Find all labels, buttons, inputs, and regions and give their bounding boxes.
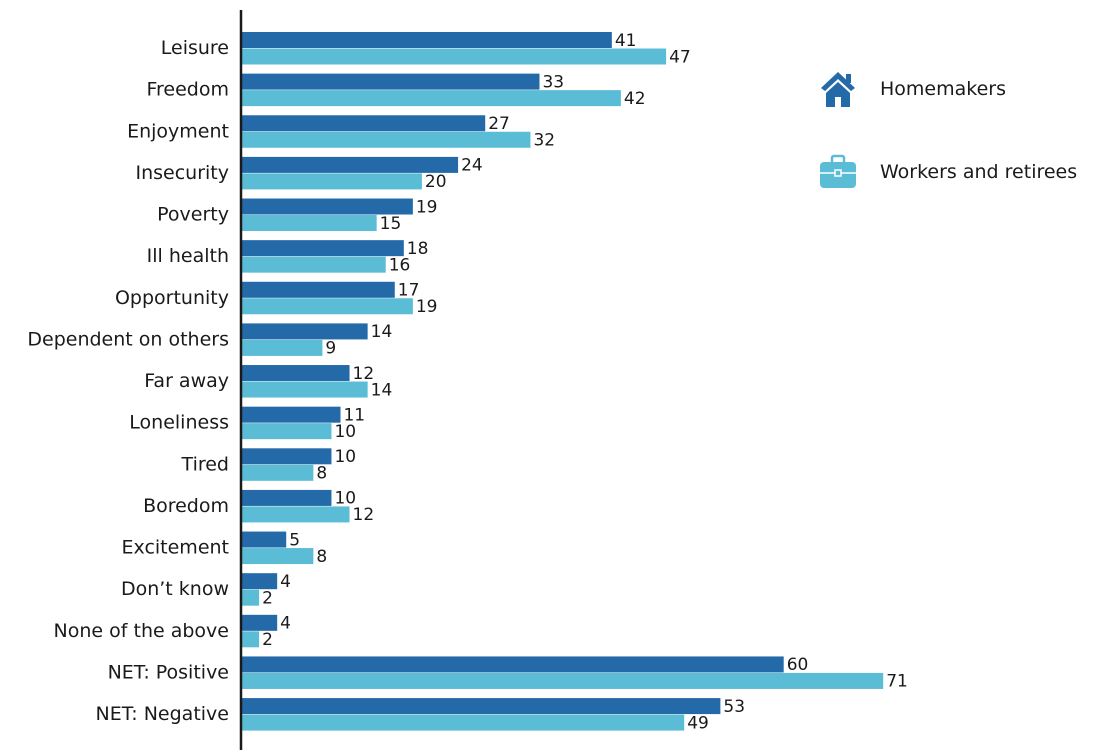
bar-workers-retirees <box>241 215 377 232</box>
category-label: Ill health <box>147 245 229 267</box>
category-label: NET: Negative <box>96 703 229 725</box>
value-label-workers-retirees: 12 <box>353 505 375 525</box>
value-label-workers-retirees: 2 <box>262 630 273 650</box>
bar-workers-retirees <box>241 381 368 398</box>
value-labels: 4147334227322420191518161719149121411101… <box>262 31 908 734</box>
value-label-homemakers: 60 <box>787 655 809 675</box>
bar-homemakers <box>241 73 540 90</box>
category-label: Poverty <box>157 204 229 226</box>
category-label: NET: Positive <box>108 661 229 683</box>
bar-homemakers <box>241 614 278 631</box>
bar-workers-retirees <box>241 548 314 565</box>
value-label-homemakers: 18 <box>407 239 429 259</box>
value-label-workers-retirees: 9 <box>325 339 336 359</box>
value-label-workers-retirees: 2 <box>262 588 273 608</box>
category-label: Don’t know <box>121 578 229 600</box>
category-label: Loneliness <box>129 412 229 434</box>
bar-workers-retirees <box>241 714 685 731</box>
bar-homemakers <box>241 573 278 590</box>
category-label: Far away <box>144 370 229 392</box>
bar-homemakers <box>241 115 486 132</box>
value-label-workers-retirees: 32 <box>533 131 555 151</box>
legend-label-workers-retirees: Workers and retirees <box>880 161 1078 183</box>
bar-workers-retirees <box>241 339 323 356</box>
bar-workers-retirees <box>241 131 531 148</box>
value-label-homemakers: 33 <box>542 72 564 92</box>
bar-homemakers <box>241 656 784 673</box>
value-label-workers-retirees: 20 <box>425 172 447 192</box>
bar-workers-retirees <box>241 672 884 689</box>
bar-homemakers <box>241 32 612 48</box>
bar-workers-retirees <box>241 48 667 65</box>
bar-homemakers <box>241 240 404 257</box>
briefcase-icon <box>818 152 858 192</box>
category-labels: Leisure Freedom Enjoyment Insecurity Poverty… <box>27 37 229 725</box>
bar-homemakers <box>241 489 332 506</box>
bar-workers-retirees <box>241 506 350 523</box>
bar-workers-retirees <box>241 173 422 190</box>
legend-item-homemakers: Homemakers <box>818 69 1103 109</box>
value-label-workers-retirees: 8 <box>316 547 327 567</box>
category-label: Boredom <box>143 495 229 517</box>
value-label-homemakers: 19 <box>416 197 438 217</box>
bar-workers-retirees <box>241 298 413 315</box>
value-label-homemakers: 5 <box>289 530 300 550</box>
legend-label-homemakers: Homemakers <box>880 78 1006 100</box>
value-label-homemakers: 10 <box>334 489 356 509</box>
bar-homemakers <box>241 323 368 340</box>
bar-homemakers <box>241 406 341 423</box>
category-label: Enjoyment <box>127 120 229 142</box>
value-label-homemakers: 17 <box>398 281 420 301</box>
bar-workers-retirees <box>241 589 260 606</box>
value-label-homemakers: 14 <box>371 322 393 342</box>
bar-workers-retirees <box>241 464 314 481</box>
value-label-workers-retirees: 49 <box>687 713 709 733</box>
bar-homemakers <box>241 198 413 215</box>
value-label-homemakers: 4 <box>280 572 291 592</box>
value-label-homemakers: 11 <box>343 405 365 425</box>
value-label-workers-retirees: 47 <box>669 47 691 67</box>
bars-layer <box>241 32 884 731</box>
category-label: Insecurity <box>135 162 229 184</box>
category-label: Dependent on others <box>27 328 229 350</box>
bar-homemakers <box>241 281 395 298</box>
category-label: None of the above <box>54 620 229 642</box>
bar-homemakers <box>241 698 721 715</box>
bar-homemakers <box>241 448 332 465</box>
value-label-workers-retirees: 19 <box>416 297 438 317</box>
value-label-homemakers: 4 <box>280 614 291 634</box>
value-label-homemakers: 12 <box>353 364 375 384</box>
category-label: Tired <box>181 453 229 475</box>
value-label-homemakers: 24 <box>461 156 483 176</box>
bar-workers-retirees <box>241 256 386 273</box>
category-label: Opportunity <box>115 287 229 309</box>
category-label: Leisure <box>161 37 229 59</box>
value-label-workers-retirees: 71 <box>886 672 908 692</box>
value-label-homemakers: 27 <box>488 114 510 134</box>
value-label-workers-retirees: 10 <box>334 422 356 442</box>
bar-homemakers <box>241 365 350 382</box>
value-label-homemakers: 41 <box>615 31 637 51</box>
house-icon <box>818 69 858 109</box>
bar-homemakers <box>241 156 459 173</box>
bar-workers-retirees <box>241 423 332 440</box>
value-label-homemakers: 53 <box>723 697 745 717</box>
house-icon-roof <box>821 72 855 91</box>
value-label-workers-retirees: 14 <box>371 380 393 400</box>
category-label: Excitement <box>122 537 229 559</box>
value-label-workers-retirees: 16 <box>389 255 411 275</box>
legend-item-workers-retirees: Workers and retirees <box>818 152 1103 192</box>
value-label-workers-retirees: 15 <box>380 214 402 234</box>
value-label-workers-retirees: 8 <box>316 464 327 484</box>
value-label-homemakers: 10 <box>334 447 356 467</box>
category-label: Freedom <box>146 79 229 101</box>
bar-workers-retirees <box>241 90 621 107</box>
bar-workers-retirees <box>241 631 260 648</box>
value-label-workers-retirees: 42 <box>624 89 646 109</box>
bar-homemakers <box>241 531 287 548</box>
